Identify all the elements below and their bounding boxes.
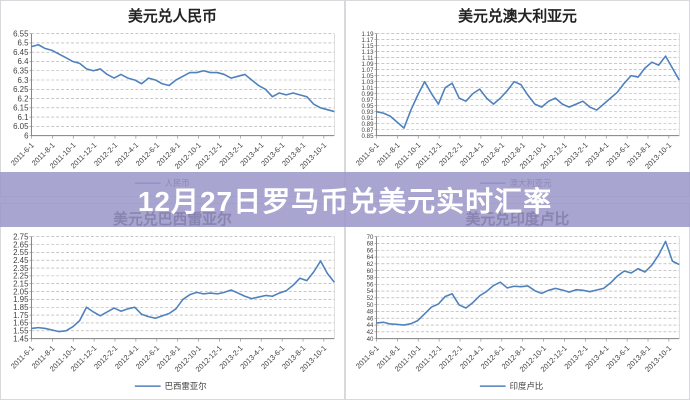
y-axis-label: 44 — [367, 322, 374, 329]
y-axis-label: 2.75 — [13, 232, 29, 241]
y-axis-label: 0.97 — [362, 97, 375, 104]
y-axis-label: 6.55 — [13, 29, 29, 38]
y-axis-label: 46 — [367, 315, 374, 322]
y-axis-label: 1.09 — [362, 61, 375, 68]
chart-svg: 美元兑澳大利亚元 1.191.171.151.131.111.091.071.05… — [354, 7, 681, 188]
y-axis-label: 0.95 — [362, 103, 375, 110]
y-axis-label: 1.07 — [362, 67, 375, 74]
chart-svg: 美元兑巴西雷亚尔2.752.652.552.452.352.252.152.05… — [9, 210, 335, 391]
y-axis-label: 52 — [367, 295, 374, 302]
y-axis-label: 62 — [367, 261, 374, 268]
chart-usd-brl: 美元兑巴西雷亚尔2.752.652.552.452.352.252.152.05… — [0, 203, 345, 400]
y-axis-label: 1.13 — [362, 49, 375, 56]
y-axis-label: 1.85 — [13, 303, 29, 312]
chart-usd-inr: 美元兑印度卢比706866646260585654525048464442402… — [345, 203, 690, 400]
headline-text: 12月27日罗马币兑美元实时汇率 — [137, 185, 553, 217]
y-axis-label: 64 — [367, 254, 374, 261]
series-line — [31, 43, 335, 113]
y-axis: 2.752.652.552.452.352.252.152.051.951.85… — [13, 232, 335, 343]
y-axis-label: 0.87 — [362, 127, 375, 134]
series-line — [31, 260, 335, 333]
y-axis-label: 1.75 — [13, 311, 29, 320]
series-line — [376, 55, 681, 129]
y-axis-label: 2.15 — [13, 279, 29, 288]
legend-label: 巴西雷亚尔 — [165, 381, 207, 391]
legend-label: 印度卢比 — [510, 381, 544, 391]
y-axis-label: 2.65 — [13, 240, 29, 249]
y-axis-label: 60 — [367, 268, 374, 275]
y-axis-label: 1.55 — [13, 327, 29, 336]
legend: 巴西雷亚尔 — [134, 381, 207, 391]
y-axis-label: 6.4 — [17, 57, 29, 66]
y-axis-label: 0.85 — [362, 133, 375, 140]
chart-title: 美元兑人民币 — [128, 7, 217, 25]
y-axis-label: 0.99 — [362, 91, 375, 98]
y-axis-label: 48 — [367, 309, 374, 316]
legend: 印度卢比 — [479, 381, 544, 391]
chart-svg: 美元兑印度卢比706866646260585654525048464442402… — [354, 210, 680, 391]
y-axis-label: 1.01 — [362, 85, 375, 92]
y-axis-label: 58 — [367, 275, 374, 282]
y-axis-label: 2.55 — [13, 248, 29, 257]
chart-usd-aud: 美元兑澳大利亚元 1.19 1.17 1.15 1.13 1.11 1.09 1.07 1.05… — [345, 0, 690, 197]
y-axis-label: 6.05 — [13, 122, 29, 131]
chart-usd-cny: 美元兑人民币 6.55 6.5 6.45 6.4 6.35 6.3 6.25 6.2 6.15 6.… — [0, 0, 345, 197]
x-axis: 2011-6-12011-8-12011-10-12011-12-12012-2… — [9, 338, 328, 374]
y-axis-label: 6.5 — [17, 39, 29, 48]
y-axis-label: 6.3 — [17, 76, 29, 85]
y-axis-label: 1.17 — [362, 37, 375, 44]
y-axis-label: 0.93 — [362, 109, 375, 116]
y-axis-label: 6.1 — [17, 113, 29, 122]
y-axis-label: 6.15 — [13, 104, 29, 113]
chart-svg: 美元兑人民币6.556.56.456.46.356.36.256.26.156.… — [9, 7, 335, 188]
x-axis: 2011-6-12011-8-12011-10-12011-12-12012-2… — [354, 338, 673, 374]
y-axis-label: 1.19 — [362, 31, 375, 38]
chart-title: 美元兑澳大利亚元 — [458, 7, 577, 25]
y-axis-label: 0.91 — [362, 115, 375, 122]
y-axis-label: 1.05 — [362, 73, 375, 80]
y-axis-label: 1.03 — [362, 79, 375, 86]
y-axis-label: 2.25 — [13, 272, 29, 281]
y-axis-label: 42 — [367, 329, 374, 336]
y-axis-label: 2.45 — [13, 256, 29, 265]
y-axis-label: 50 — [367, 302, 374, 309]
y-axis-label: 6.45 — [13, 48, 29, 57]
series-line — [376, 240, 680, 326]
x-axis: 2011-6-12011-8-12011-10-12011-12-12012-2… — [9, 135, 328, 171]
y-axis-label: 56 — [367, 281, 374, 288]
x-axis: 2011-6-12011-8-12011-10-12011-12-12012-2… — [354, 135, 673, 171]
y-axis-label: 40 — [367, 336, 374, 343]
y-axis-label: 0.89 — [362, 121, 375, 128]
y-axis-label: 70 — [367, 234, 374, 241]
y-axis-label: 68 — [367, 241, 374, 248]
y-axis-label: 6.2 — [17, 94, 28, 103]
y-axis-label: 2.35 — [13, 264, 29, 273]
y-axis-label: 6.25 — [13, 85, 29, 94]
y-axis-label: 6.35 — [13, 67, 29, 76]
headline-banner: 12月27日罗马币兑美元实时汇率 — [0, 172, 690, 227]
y-axis: 6.556.56.456.46.356.36.256.26.156.16.056 — [13, 29, 335, 140]
y-axis-label: 1.15 — [362, 43, 375, 50]
y-axis-label: 1.65 — [13, 319, 29, 328]
y-axis-label: 1.95 — [13, 295, 29, 304]
y-axis-label: 54 — [367, 288, 374, 295]
y-axis-label: 66 — [367, 247, 374, 254]
y-axis-label: 1.45 — [13, 334, 29, 343]
y-axis-label: 2.05 — [13, 287, 29, 296]
y-axis-label: 1.11 — [362, 55, 374, 62]
y-axis-label: 6 — [24, 131, 29, 140]
